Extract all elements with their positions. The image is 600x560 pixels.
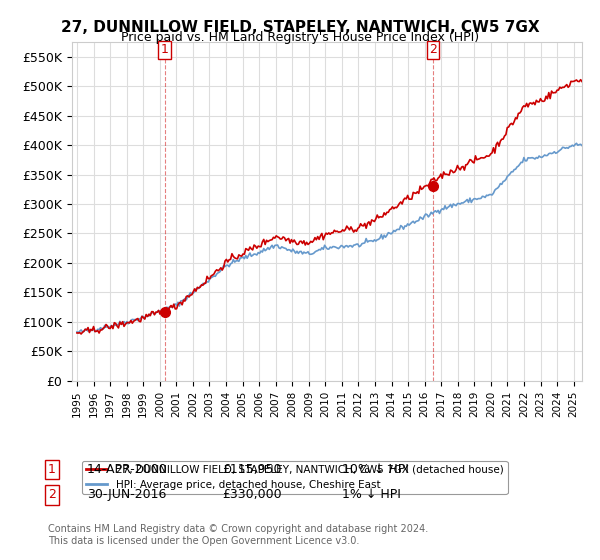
Text: Price paid vs. HM Land Registry's House Price Index (HPI): Price paid vs. HM Land Registry's House …: [121, 31, 479, 44]
Text: 2: 2: [48, 488, 56, 501]
Text: 1: 1: [161, 43, 169, 56]
Text: 30-JUN-2016: 30-JUN-2016: [87, 488, 166, 501]
Legend: 27, DUNNILLOW FIELD, STAPELEY, NANTWICH, CW5 7GX (detached house), HPI: Average : 27, DUNNILLOW FIELD, STAPELEY, NANTWICH,…: [82, 460, 508, 494]
Text: Contains HM Land Registry data © Crown copyright and database right 2024.
This d: Contains HM Land Registry data © Crown c…: [48, 524, 428, 546]
Text: 27, DUNNILLOW FIELD, STAPELEY, NANTWICH, CW5 7GX: 27, DUNNILLOW FIELD, STAPELEY, NANTWICH,…: [61, 20, 539, 35]
Text: 10% ↓ HPI: 10% ↓ HPI: [342, 463, 409, 476]
Text: 1% ↓ HPI: 1% ↓ HPI: [342, 488, 401, 501]
Text: 1: 1: [48, 463, 56, 476]
Text: £330,000: £330,000: [222, 488, 281, 501]
Text: 2: 2: [429, 43, 437, 56]
Text: 14-APR-2000: 14-APR-2000: [87, 463, 167, 476]
Text: £115,950: £115,950: [222, 463, 281, 476]
